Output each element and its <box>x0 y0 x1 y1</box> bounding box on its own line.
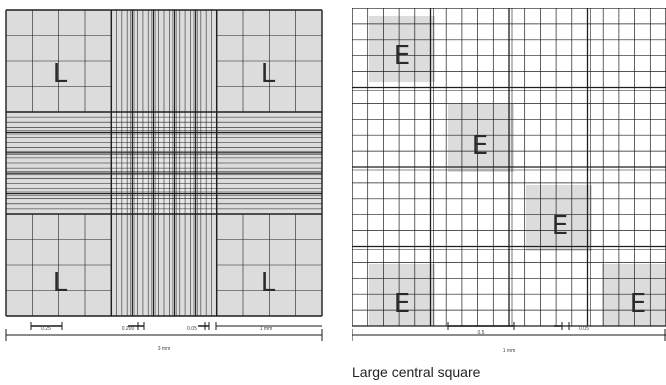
right-scale-bar: 0.5 0.05 1 mm <box>352 322 666 354</box>
square-letter-1: E <box>394 41 410 71</box>
square-letter-5: E <box>630 289 646 319</box>
square-letter-3: E <box>552 211 568 241</box>
scale-total-1mm: 1 mm <box>503 348 516 354</box>
shaded-square-1 <box>369 16 435 82</box>
square-letter-4: E <box>394 289 410 319</box>
left-grid-svg: L L L L 0.25 0.200 0.05 1 mm 3 mm <box>5 9 323 352</box>
corner-letter-top-right: L <box>261 59 276 89</box>
scale-label-0-05-right: 0.05 <box>579 326 589 332</box>
shaded-square-3 <box>526 185 592 251</box>
corner-letter-bottom-left: L <box>53 268 68 298</box>
scale-label-0-5: 0.5 <box>478 330 485 336</box>
scale-total-3mm: 3 mm <box>158 346 171 352</box>
scale-label-0-200: 0.200 <box>122 326 135 332</box>
scale-label-1mm: 1 mm <box>260 326 273 332</box>
right-grid-lines <box>352 8 666 327</box>
neubauer-full-grid-diagram: L L L L 0.25 0.200 0.05 1 mm 3 mm <box>4 8 324 360</box>
left-scale-bar: 0.25 0.200 0.05 1 mm 3 mm <box>5 322 323 352</box>
left-grid-lines <box>5 9 323 317</box>
shaded-square-5 <box>602 264 666 326</box>
scale-label-0-05: 0.05 <box>187 326 197 332</box>
shaded-square-4 <box>369 264 435 326</box>
corner-letter-top-left: L <box>53 59 68 89</box>
corner-letter-bottom-right: L <box>261 268 276 298</box>
scale-label-0-25: 0.25 <box>41 326 51 332</box>
square-letter-2: E <box>472 131 488 161</box>
shaded-square-2 <box>448 104 514 172</box>
right-shaded-squares <box>369 16 666 326</box>
figure-caption: Large central square <box>352 364 481 380</box>
large-central-square-diagram: E E E E E 0.5 0.05 1 mm <box>352 8 666 360</box>
right-grid-svg: E E E E E 0.5 0.05 1 mm <box>352 8 666 354</box>
